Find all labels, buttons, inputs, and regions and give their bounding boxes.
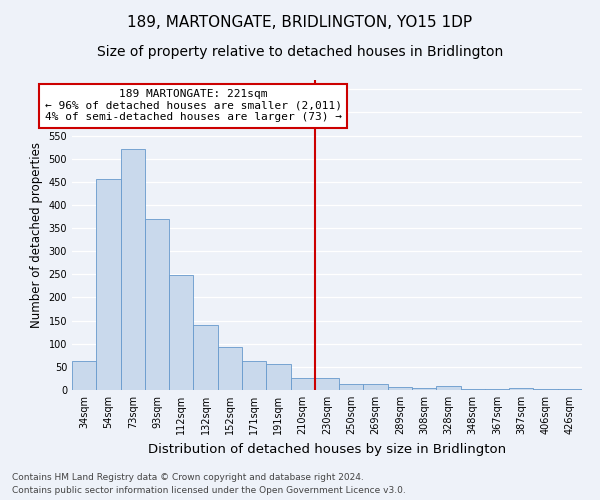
X-axis label: Distribution of detached houses by size in Bridlington: Distribution of detached houses by size … [148, 442, 506, 456]
Text: 189 MARTONGATE: 221sqm
← 96% of detached houses are smaller (2,011)
4% of semi-d: 189 MARTONGATE: 221sqm ← 96% of detached… [45, 90, 342, 122]
Bar [533, 388, 558, 390]
Bar [339, 384, 364, 390]
Text: Contains public sector information licensed under the Open Government Licence v3: Contains public sector information licen… [12, 486, 406, 495]
Bar [266, 364, 290, 390]
Bar [145, 219, 169, 390]
Bar [218, 347, 242, 390]
Bar [558, 388, 582, 390]
Bar [485, 388, 509, 390]
Bar [388, 387, 412, 390]
Text: Size of property relative to detached houses in Bridlington: Size of property relative to detached ho… [97, 45, 503, 59]
Bar [315, 378, 339, 390]
Bar [72, 362, 96, 390]
Bar [412, 388, 436, 390]
Bar [193, 325, 218, 390]
Bar [461, 388, 485, 390]
Bar [509, 388, 533, 390]
Bar [242, 362, 266, 390]
Bar [169, 276, 193, 390]
Bar [364, 384, 388, 390]
Bar [96, 178, 121, 390]
Text: Contains HM Land Registry data © Crown copyright and database right 2024.: Contains HM Land Registry data © Crown c… [12, 474, 364, 482]
Text: 189, MARTONGATE, BRIDLINGTON, YO15 1DP: 189, MARTONGATE, BRIDLINGTON, YO15 1DP [127, 15, 473, 30]
Bar [290, 378, 315, 390]
Bar [121, 150, 145, 390]
Y-axis label: Number of detached properties: Number of detached properties [30, 142, 43, 328]
Bar [436, 386, 461, 390]
